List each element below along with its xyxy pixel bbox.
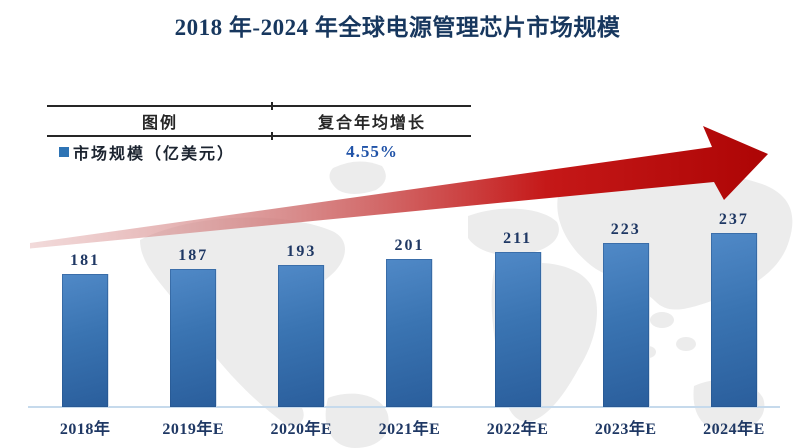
map-europe [468, 208, 559, 256]
bar-cell: 211 [464, 197, 572, 407]
category-label: 2023年E [594, 421, 657, 438]
bar-value-label: 201 [394, 237, 425, 254]
bar [278, 265, 325, 407]
bar-cell: 223 [572, 197, 680, 407]
cagr-value-cell: 4.55% [273, 142, 471, 162]
series-legend-cell: 市场规模（亿美元） [47, 140, 273, 164]
series-marker-icon [59, 147, 69, 157]
cagr-header-cell: 复合年均增长 [273, 109, 471, 133]
bar [62, 274, 109, 407]
legend-table-data-row: 市场规模（亿美元） 4.55% [47, 137, 471, 167]
category-label: 2024年E [703, 421, 765, 438]
chart-title: 2018 年-2024 年全球电源管理芯片市场规模 [174, 15, 621, 40]
bar-cell: 201 [355, 197, 463, 407]
bar-value-label: 211 [503, 230, 533, 247]
category-label: 2018年 [59, 421, 111, 438]
bar-cell: 187 [139, 197, 247, 407]
series-legend-label: 市场规模（亿美元） [73, 146, 236, 163]
cagr-value: 4.55% [346, 142, 398, 161]
cagr-header-label: 复合年均增长 [317, 115, 426, 132]
column-divider-tick [271, 102, 273, 110]
category-label: 2021年E [378, 421, 441, 438]
category-label: 2019年E [162, 421, 225, 438]
bar [710, 233, 757, 407]
bars-row: 181 187 193 201 211 223 237 [31, 197, 788, 407]
bar [386, 259, 433, 407]
table-rule-middle [47, 132, 471, 140]
bar-cell: 237 [680, 197, 788, 407]
map-island-2 [676, 337, 696, 351]
column-divider-tick [271, 132, 273, 140]
bar-value-label: 237 [718, 211, 749, 228]
category-label: 2022年E [486, 421, 549, 438]
legend-table-header-row: 图例 复合年均增长 [47, 107, 471, 135]
bar-value-label: 187 [178, 247, 209, 264]
trend-arrow-shape [30, 126, 768, 249]
x-axis-line [28, 406, 780, 408]
category-label: 2020年E [270, 421, 333, 438]
bar-value-label: 223 [610, 221, 641, 238]
table-rule-top [47, 102, 471, 110]
bar [494, 252, 541, 407]
bar [170, 269, 217, 407]
bar-value-label: 181 [70, 252, 101, 269]
map-island-1 [650, 312, 674, 328]
bar [602, 243, 649, 407]
map-greenland [329, 161, 386, 194]
bar-value-label: 193 [286, 243, 317, 260]
legend-header-label: 图例 [141, 115, 178, 132]
bar-cell: 193 [247, 197, 355, 407]
legend-table: 图例 复合年均增长 市场规模（亿美元） 4.55% [47, 102, 471, 167]
legend-header-cell: 图例 [47, 109, 273, 133]
category-axis: 2018年 2019年E 2020年E 2021年E 2022年E 2023年E 2024年… [31, 415, 788, 439]
bar-cell: 181 [31, 197, 139, 407]
